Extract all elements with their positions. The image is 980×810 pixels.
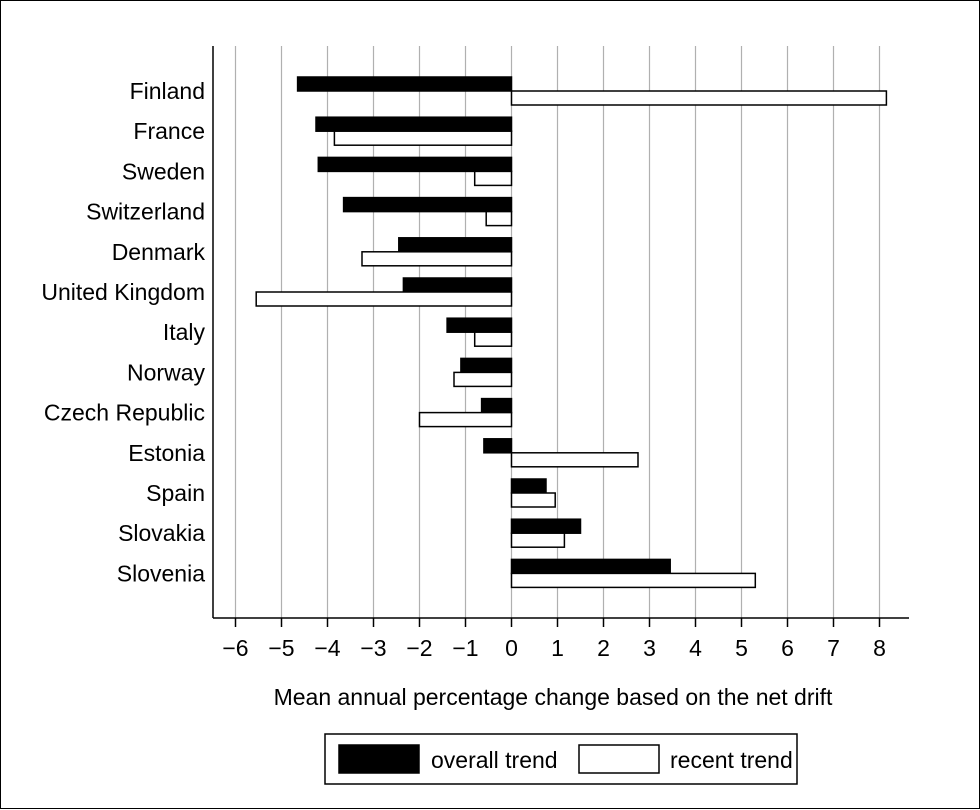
bar-overall-trend: [402, 277, 513, 293]
x-tick-label: −5: [268, 635, 294, 661]
x-tick-label: −1: [452, 635, 478, 661]
bar-overall-trend: [460, 357, 513, 374]
category-label: Estonia: [128, 440, 205, 466]
category-label: Denmark: [112, 239, 206, 265]
x-tick-label: 0: [505, 635, 518, 661]
x-tick-label: −6: [222, 635, 248, 661]
bar-overall-trend: [342, 196, 513, 213]
bar-recent-trend: [510, 492, 556, 508]
category-label: Italy: [163, 319, 206, 345]
bar-recent-trend: [418, 411, 513, 428]
bar-overall-trend: [317, 156, 513, 173]
x-tick-label: 8: [873, 635, 886, 661]
x-tick-label: 5: [735, 635, 748, 661]
legend-label-recent: recent trend: [670, 747, 793, 773]
category-label: Switzerland: [86, 199, 205, 225]
bar-overall-trend: [296, 76, 513, 92]
x-tick-label: 3: [643, 635, 656, 661]
category-label: Sweden: [122, 158, 205, 184]
category-label: Slovenia: [117, 560, 205, 586]
x-ticks: −6 −5 −4 −3 −2 −1 0 1 2 3 4 5 6 7 8: [222, 618, 886, 661]
x-axis-title: Mean annual percentage change based on t…: [274, 684, 833, 710]
x-tick-label: 2: [597, 635, 610, 661]
bar-recent-trend: [473, 170, 513, 187]
bar-overall-trend: [446, 317, 513, 333]
category-label: Norway: [127, 359, 205, 385]
bar-overall-trend: [510, 518, 582, 534]
x-tick-label: −2: [406, 635, 432, 661]
bar-overall-trend: [510, 558, 671, 575]
category-label: United Kingdom: [41, 279, 205, 305]
bar-recent-trend: [510, 90, 888, 106]
bar-recent-trend: [485, 210, 513, 227]
x-tick-label: 4: [689, 635, 702, 661]
category-label: Finland: [130, 78, 205, 104]
bar-overall-trend: [398, 237, 513, 253]
bar-recent-trend: [453, 371, 513, 388]
bar-overall-trend: [483, 438, 513, 454]
bar-overall-trend: [480, 397, 513, 414]
x-tick-label: −3: [360, 635, 386, 661]
legend: overall trend recent trend: [324, 733, 798, 785]
category-label: Slovakia: [118, 520, 205, 546]
category-labels: Finland France Sweden Switzerland Denmark Uni…: [41, 78, 205, 586]
bar-recent-trend: [510, 532, 566, 548]
axes: [212, 46, 909, 619]
legend-swatch-recent: [578, 744, 660, 774]
bar-recent-trend: [473, 331, 513, 347]
category-label: France: [133, 118, 205, 144]
bar-recent-trend: [333, 130, 513, 146]
x-tick-label: 6: [781, 635, 794, 661]
legend-label-overall: overall trend: [431, 747, 558, 773]
category-label: Spain: [146, 480, 205, 506]
category-label: Czech Republic: [44, 400, 205, 426]
x-tick-label: 1: [551, 635, 564, 661]
legend-swatch-overall: [338, 744, 420, 774]
bar-overall-trend: [315, 116, 513, 132]
bar-recent-trend: [510, 452, 639, 468]
x-tick-label: −4: [314, 635, 340, 661]
bar-recent-trend: [510, 572, 757, 589]
x-tick-label: 7: [827, 635, 840, 661]
bar-recent-trend: [255, 291, 513, 307]
bar-overall-trend: [510, 478, 547, 494]
bar-recent-trend: [361, 251, 513, 267]
bars: [255, 76, 888, 589]
